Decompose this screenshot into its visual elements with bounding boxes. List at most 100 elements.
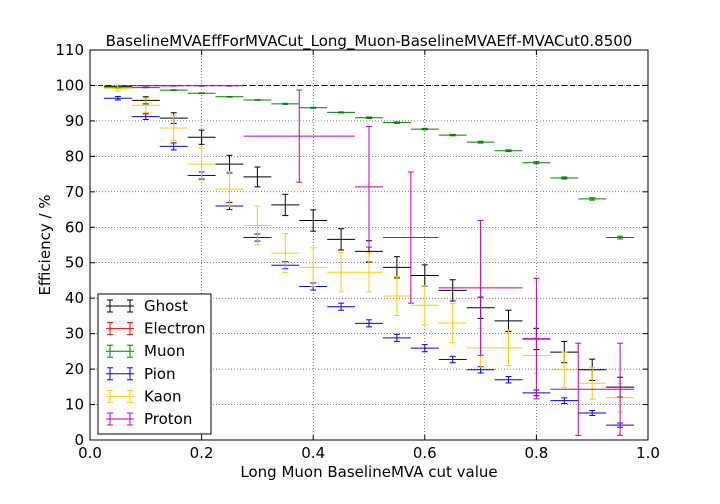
data-point	[131, 97, 160, 113]
data-point	[550, 176, 579, 180]
data-point	[550, 351, 579, 389]
x-tick-label: 0.8	[524, 444, 548, 462]
data-point	[578, 197, 607, 201]
series-muon	[103, 85, 635, 240]
y-tick-label: 20	[65, 360, 84, 378]
legend-entry-pion: Pion	[106, 365, 176, 383]
data-point	[327, 228, 356, 251]
legend-entry-electron: Electron	[106, 320, 206, 338]
data-point	[550, 397, 579, 404]
data-point	[466, 140, 495, 144]
y-tick-label: 50	[65, 254, 84, 272]
y-tick-label: 110	[55, 41, 84, 59]
data-point	[606, 342, 635, 436]
data-point	[159, 89, 188, 91]
data-point	[550, 342, 607, 436]
data-point	[522, 277, 551, 400]
legend-label: Electron	[144, 320, 206, 338]
y-axis-label: Efficiency / %	[36, 194, 54, 295]
y-tick-label: 30	[65, 325, 84, 343]
chart-title: BaselineMVAEffForMVACut_Long_Muon-Baseli…	[106, 32, 633, 51]
legend-label: Kaon	[144, 387, 181, 405]
data-point	[494, 149, 523, 153]
data-point	[299, 106, 328, 109]
data-point	[215, 95, 244, 98]
legend-entry-muon: Muon	[106, 342, 185, 360]
data-point	[438, 355, 467, 364]
data-point	[382, 256, 411, 279]
data-point	[355, 116, 383, 119]
data-point	[355, 319, 383, 328]
data-point	[103, 95, 132, 101]
data-point	[382, 276, 411, 317]
data-point	[187, 129, 216, 145]
y-tick-label: 80	[65, 147, 84, 165]
legend-entry-proton: Proton	[106, 410, 192, 428]
data-point	[355, 252, 383, 293]
legend-entry-kaon: Kaon	[106, 387, 181, 405]
data-point	[215, 154, 244, 174]
legend-label: Pion	[144, 365, 176, 383]
data-point	[243, 99, 272, 101]
y-tick-label: 90	[65, 112, 84, 130]
data-point	[243, 89, 356, 183]
data-point	[410, 344, 439, 353]
data-point	[299, 247, 328, 288]
data-point	[438, 220, 523, 356]
data-point	[327, 252, 356, 293]
x-axis-label: Long Muon BaselineMVA cut value	[240, 463, 497, 481]
data-point	[271, 233, 300, 274]
data-point	[410, 264, 439, 287]
data-point	[159, 115, 188, 141]
x-tick-label: 0.6	[413, 444, 437, 462]
data-point	[382, 121, 411, 124]
data-point	[187, 92, 216, 95]
data-point	[159, 142, 188, 151]
data-point	[131, 113, 160, 120]
y-tick-label: 100	[55, 76, 84, 94]
series	[103, 84, 635, 436]
data-point	[243, 166, 272, 188]
data-point	[438, 133, 467, 137]
data-point	[606, 235, 635, 240]
y-tick-label: 70	[65, 183, 84, 201]
data-point	[327, 302, 356, 311]
data-point	[410, 285, 439, 326]
series-proton	[117, 84, 635, 436]
data-point	[438, 279, 467, 302]
y-tick-label: 40	[65, 289, 84, 307]
x-tick-label: 0.2	[190, 444, 214, 462]
data-point	[578, 410, 607, 417]
legend-label: Muon	[144, 342, 185, 360]
data-point	[243, 205, 272, 246]
data-point	[494, 329, 523, 367]
legend-frame	[97, 293, 212, 435]
ticks: 0.0 0.2 0.4 0.6 0.8 1.0 0 10 20 30 40 50 60 70 80 90 100…	[55, 41, 660, 462]
legend-entry-ghost: Ghost	[106, 297, 188, 315]
data-point	[215, 170, 244, 208]
legend-label: Ghost	[144, 297, 188, 315]
data-point	[382, 171, 439, 304]
x-tick-label: 0.4	[301, 444, 325, 462]
data-point	[438, 303, 467, 343]
series-kaon	[103, 84, 635, 413]
y-tick-label: 60	[65, 218, 84, 236]
data-point	[382, 333, 411, 342]
data-point	[215, 84, 244, 87]
x-tick-label: 0.0	[78, 444, 102, 462]
data-point	[522, 161, 551, 165]
data-point	[159, 84, 188, 87]
y-tick-label: 0	[74, 431, 84, 449]
legend-label: Proton	[144, 410, 192, 428]
data-point	[271, 193, 300, 217]
y-tick-label: 10	[65, 396, 84, 414]
legend: Ghost Electron Muon Pion Kaon Proton	[97, 293, 212, 435]
data-point	[299, 209, 328, 232]
data-point	[578, 366, 607, 400]
x-tick-label: 1.0	[636, 444, 660, 462]
data-point	[327, 111, 356, 114]
data-point	[271, 102, 300, 105]
data-point	[187, 84, 216, 87]
data-point	[494, 376, 523, 384]
